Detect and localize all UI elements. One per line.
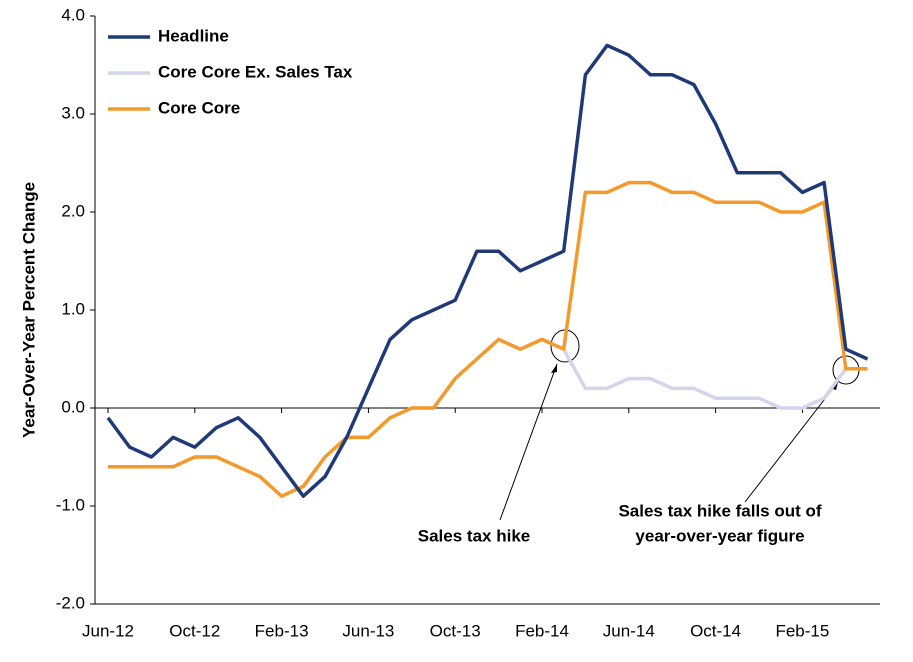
annotation: year-over-year figure	[635, 526, 804, 545]
y-tick-label: -1.0	[56, 495, 85, 514]
x-tick-label: Oct-13	[430, 621, 481, 640]
legend-label: Headline	[158, 26, 229, 45]
y-tick-label: 3.0	[61, 103, 85, 122]
y-tick-label: 0.0	[61, 397, 85, 416]
legend-label: Core Core	[158, 98, 240, 117]
series-line	[108, 337, 868, 498]
annotation: Sales tax hike	[418, 526, 530, 545]
x-tick-label: Jun-12	[82, 621, 134, 640]
y-tick-label: 1.0	[61, 299, 85, 318]
x-tick-label: Oct-12	[169, 621, 220, 640]
arrow-head	[551, 364, 557, 373]
series-line	[108, 180, 868, 498]
y-axis-label: Year-Over-Year Percent Change	[19, 182, 38, 438]
annotation: Sales tax hike falls out of	[618, 501, 821, 520]
x-tick-label: Feb-15	[775, 621, 829, 640]
annotation-arrow	[499, 363, 558, 521]
annotation-arrow	[744, 381, 839, 503]
x-tick-label: Feb-14	[515, 621, 569, 640]
series-line	[106, 43, 869, 498]
x-tick-label: Oct-14	[690, 621, 741, 640]
y-tick-label: 4.0	[61, 5, 85, 24]
x-tick-label: Feb-13	[255, 621, 309, 640]
x-tick-label: Jun-13	[342, 621, 394, 640]
x-tick-label: Jun-14	[603, 621, 655, 640]
y-tick-label: 2.0	[61, 201, 85, 220]
legend-label: Core Core Ex. Sales Tax	[158, 62, 353, 81]
y-tick-label: -2.0	[56, 593, 85, 612]
